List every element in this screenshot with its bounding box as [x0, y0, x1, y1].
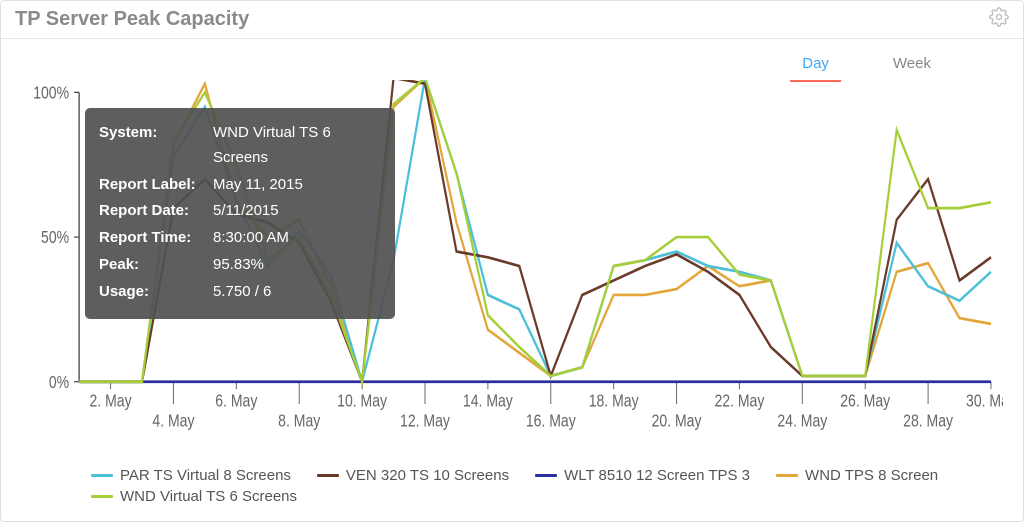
- legend-label: WND Virtual TS 6 Screens: [120, 488, 297, 505]
- legend-swatch: [776, 474, 798, 477]
- legend-item[interactable]: WND TPS 8 Screen: [776, 467, 938, 484]
- svg-text:50%: 50%: [41, 229, 69, 248]
- legend-label: WND TPS 8 Screen: [805, 467, 938, 484]
- svg-text:20. May: 20. May: [652, 412, 702, 431]
- gear-icon[interactable]: [989, 7, 1009, 32]
- svg-text:4. May: 4. May: [152, 412, 194, 431]
- svg-text:2. May: 2. May: [90, 392, 132, 411]
- range-tabs: Day Week: [1, 39, 1023, 80]
- legend-swatch: [317, 474, 339, 477]
- svg-text:10. May: 10. May: [337, 392, 387, 411]
- card-title: TP Server Peak Capacity: [15, 8, 249, 31]
- svg-text:28. May: 28. May: [903, 412, 953, 431]
- tab-day[interactable]: Day: [770, 49, 861, 80]
- svg-text:18. May: 18. May: [589, 392, 639, 411]
- svg-text:14. May: 14. May: [463, 392, 513, 411]
- chart-legend: PAR TS Virtual 8 Screens VEN 320 TS 10 Sc…: [1, 461, 1023, 521]
- svg-text:26. May: 26. May: [840, 392, 890, 411]
- legend-label: WLT 8510 12 Screen TPS 3: [564, 467, 750, 484]
- svg-text:6. May: 6. May: [215, 392, 257, 411]
- line-chart: 0% 50% 100% 2. May 4. May 6. May 8. May 10. May…: [21, 80, 1003, 451]
- svg-text:16. May: 16. May: [526, 412, 576, 431]
- legend-swatch: [91, 474, 113, 477]
- svg-text:12. May: 12. May: [400, 412, 450, 431]
- legend-item[interactable]: WND Virtual TS 6 Screens: [91, 488, 297, 505]
- svg-text:8. May: 8. May: [278, 412, 320, 431]
- svg-text:30. May: 30. May: [966, 392, 1003, 411]
- svg-text:22. May: 22. May: [714, 392, 764, 411]
- card-header: TP Server Peak Capacity: [1, 1, 1023, 39]
- legend-item[interactable]: VEN 320 TS 10 Screens: [317, 467, 509, 484]
- capacity-card: TP Server Peak Capacity Day Week 0% 50% 10…: [0, 0, 1024, 522]
- legend-label: PAR TS Virtual 8 Screens: [120, 467, 291, 484]
- legend-label: VEN 320 TS 10 Screens: [346, 467, 509, 484]
- legend-item[interactable]: WLT 8510 12 Screen TPS 3: [535, 467, 750, 484]
- legend-swatch: [535, 474, 557, 477]
- chart-area: 0% 50% 100% 2. May 4. May 6. May 8. May 10. May…: [1, 80, 1023, 461]
- svg-text:24. May: 24. May: [777, 412, 827, 431]
- svg-text:0%: 0%: [49, 374, 69, 393]
- legend-item[interactable]: PAR TS Virtual 8 Screens: [91, 467, 291, 484]
- svg-text:100%: 100%: [33, 84, 69, 103]
- tab-week[interactable]: Week: [861, 49, 963, 80]
- legend-swatch: [91, 495, 113, 498]
